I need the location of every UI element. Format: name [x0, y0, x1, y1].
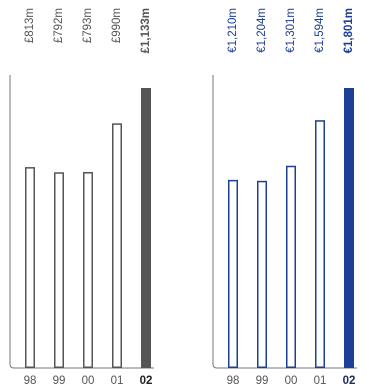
tick-label-00: 00: [285, 375, 298, 387]
value-label-99: £792m: [53, 8, 65, 43]
axis-line: [212, 75, 357, 369]
tick-label-02: 02: [140, 375, 153, 387]
bar-98: [228, 179, 238, 368]
value-label-00: €1,301m: [285, 8, 297, 53]
bar-02: [344, 88, 354, 368]
tick-label-98: 98: [24, 375, 37, 387]
tick-label-99: 99: [256, 375, 269, 387]
value-label-98: £813m: [24, 8, 36, 43]
value-label-02: €1,801m: [343, 8, 355, 53]
bar-00: [83, 172, 93, 368]
chart-gbp: £813m 98 £792m 99 £793m 00 £990m 01 £1,133m 02: [9, 8, 154, 387]
bar-01: [315, 120, 325, 369]
bar-98: [25, 167, 35, 368]
tick-label-01: 01: [314, 375, 327, 387]
tick-label-99: 99: [53, 375, 66, 387]
value-label-01: £990m: [111, 8, 123, 43]
chart-eur: €1,210m 98 €1,204m 99 €1,301m 00 €1,594m 01 €1,8…: [212, 8, 357, 387]
value-label-98: €1,210m: [227, 8, 239, 53]
bar-02: [141, 88, 151, 368]
value-label-02: £1,133m: [140, 8, 152, 53]
value-label-00: £793m: [82, 8, 94, 43]
bar-99: [257, 180, 267, 368]
tick-label-01: 01: [111, 375, 124, 387]
tick-label-98: 98: [227, 375, 240, 387]
bar-99: [54, 172, 64, 368]
axis-line: [9, 75, 154, 369]
bar-00: [286, 165, 296, 368]
tick-label-02: 02: [343, 375, 356, 387]
value-label-01: €1,594m: [314, 8, 326, 53]
bar-01: [112, 123, 122, 368]
tick-label-00: 00: [82, 375, 95, 387]
value-label-99: €1,204m: [256, 8, 268, 53]
